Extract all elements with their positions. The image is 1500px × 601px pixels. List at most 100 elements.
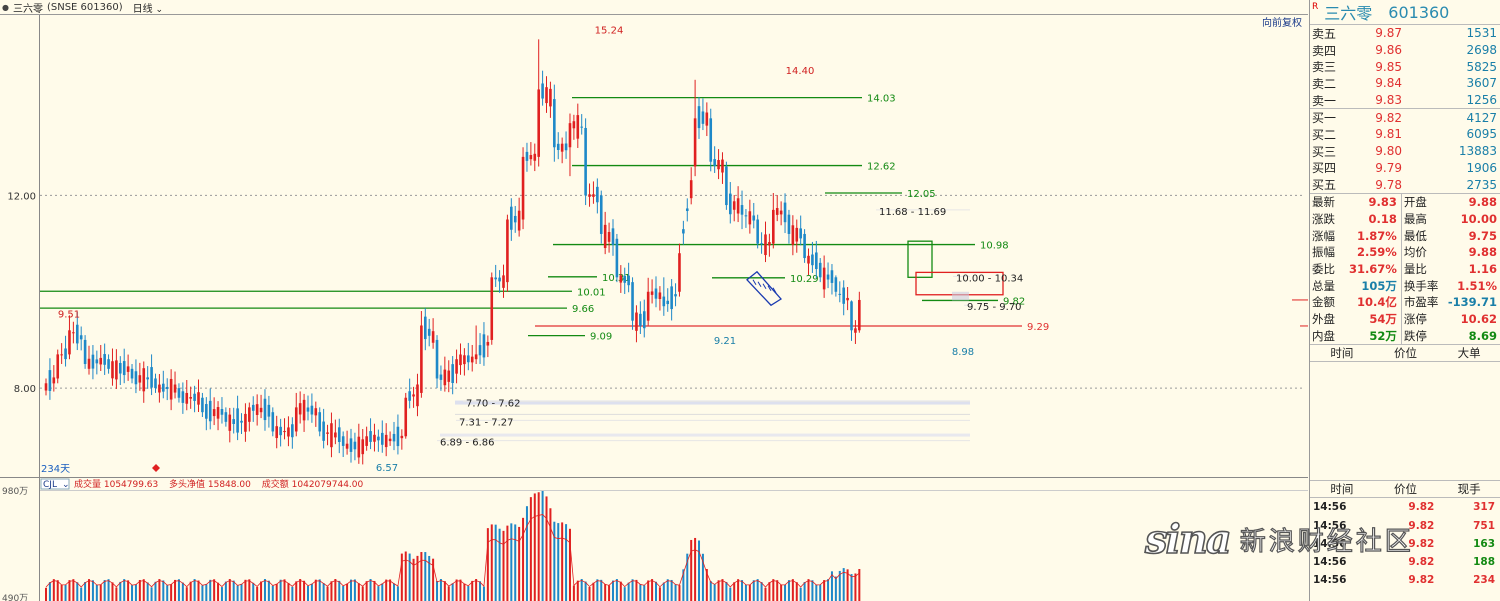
candle-body[interactable] xyxy=(553,99,556,148)
candle-body[interactable] xyxy=(521,156,525,220)
candle-body[interactable] xyxy=(658,292,662,300)
candle-body[interactable] xyxy=(318,412,322,432)
candle-body[interactable] xyxy=(64,348,67,360)
candle-body[interactable] xyxy=(678,253,681,292)
candle-body[interactable] xyxy=(842,287,845,304)
candle-body[interactable] xyxy=(408,391,411,401)
candle-body[interactable] xyxy=(533,153,537,161)
candle-body[interactable] xyxy=(75,324,79,344)
candle-body[interactable] xyxy=(510,206,513,230)
candle-body[interactable] xyxy=(44,383,48,391)
candle-body[interactable] xyxy=(412,394,415,397)
candle-body[interactable] xyxy=(353,441,357,450)
candle-body[interactable] xyxy=(435,339,439,379)
candle-body[interactable] xyxy=(486,341,490,346)
candle-body[interactable] xyxy=(740,205,744,215)
candle-body[interactable] xyxy=(467,355,470,363)
candle-body[interactable] xyxy=(815,252,818,270)
candle-body[interactable] xyxy=(599,195,603,234)
candle-body[interactable] xyxy=(330,423,333,448)
candle-body[interactable] xyxy=(642,311,646,329)
period-selector[interactable]: 日线 ⌄ xyxy=(132,3,164,15)
orderbook-row[interactable]: 买五 9.78 2735 xyxy=(1310,176,1500,193)
candle-body[interactable] xyxy=(811,254,814,266)
candle-body[interactable] xyxy=(138,375,142,383)
orderbook-row[interactable]: 卖五 9.87 1531 xyxy=(1310,25,1500,42)
candle-body[interactable] xyxy=(107,359,110,369)
candle-body[interactable] xyxy=(380,432,384,445)
candle-body[interactable] xyxy=(115,360,118,380)
candle-body[interactable] xyxy=(474,354,478,360)
candle-body[interactable] xyxy=(400,435,404,439)
candle-body[interactable] xyxy=(470,356,474,363)
tick-row[interactable]: 14:56 9.82 188 xyxy=(1313,556,1496,569)
candle-body[interactable] xyxy=(506,219,509,283)
candle-body[interactable] xyxy=(197,392,200,405)
candle-body[interactable] xyxy=(122,361,126,376)
candle-body[interactable] xyxy=(572,121,576,129)
candle-body[interactable] xyxy=(627,275,630,286)
candle-body[interactable] xyxy=(357,436,361,458)
candle-body[interactable] xyxy=(611,228,615,245)
candle-body[interactable] xyxy=(564,143,568,151)
candle-body[interactable] xyxy=(283,430,286,433)
candle-body[interactable] xyxy=(154,378,157,389)
candle-body[interactable] xyxy=(337,427,341,442)
candle-body[interactable] xyxy=(365,436,368,446)
candle-body[interactable] xyxy=(482,334,486,358)
candle-body[interactable] xyxy=(592,194,595,197)
chart-canvas[interactable]: 12.00 8.00 14.03 12.62 12.05 10.98 10.31 10.29 1… xyxy=(0,0,1310,601)
candle-body[interactable] xyxy=(52,377,56,384)
candle-body[interactable] xyxy=(670,286,673,310)
candle-body[interactable] xyxy=(662,296,666,307)
tick-row[interactable]: 14:56 9.82 751 xyxy=(1313,519,1496,532)
candle-body[interactable] xyxy=(193,393,196,401)
candle-body[interactable] xyxy=(228,414,232,431)
flag-channel[interactable] xyxy=(746,270,782,307)
candle-body[interactable] xyxy=(255,404,259,415)
candle-body[interactable] xyxy=(772,209,775,244)
candle-body[interactable] xyxy=(420,325,423,393)
candle-body[interactable] xyxy=(619,275,623,283)
bigorder-list[interactable] xyxy=(1310,362,1500,480)
candle-body[interactable] xyxy=(377,436,380,441)
candle-body[interactable] xyxy=(650,291,654,295)
candle-body[interactable] xyxy=(373,434,376,442)
candle-body[interactable] xyxy=(549,88,552,107)
candle-body[interactable] xyxy=(463,355,466,365)
candle-body[interactable] xyxy=(635,312,638,331)
candle-body[interactable] xyxy=(208,400,212,422)
candle-body[interactable] xyxy=(830,270,834,283)
candle-body[interactable] xyxy=(490,277,494,340)
candle-body[interactable] xyxy=(83,339,87,365)
candle-body[interactable] xyxy=(310,405,314,415)
candle-body[interactable] xyxy=(517,210,521,231)
candle-body[interactable] xyxy=(451,364,454,383)
tick-list[interactable]: 14:56 9.82 317 14:56 9.82 751 14:56 9.82 163 14:5… xyxy=(1310,498,1500,589)
candle-body[interactable] xyxy=(369,431,372,442)
indicator-selector[interactable] xyxy=(40,478,70,490)
candle-body[interactable] xyxy=(580,126,584,128)
candle-body[interactable] xyxy=(568,123,572,148)
candle-body[interactable] xyxy=(756,219,759,244)
tick-row[interactable]: 14:56 9.82 317 xyxy=(1313,501,1496,514)
candle-body[interactable] xyxy=(799,228,802,239)
candle-body[interactable] xyxy=(717,160,720,170)
candle-body[interactable] xyxy=(459,354,462,366)
candle-body[interactable] xyxy=(298,403,302,415)
candle-body[interactable] xyxy=(79,335,83,340)
candle-body[interactable] xyxy=(854,328,857,333)
candle-body[interactable] xyxy=(826,274,830,280)
candle-body[interactable] xyxy=(596,186,599,203)
kline-chart[interactable]: 12.00 8.00 14.03 12.62 12.05 10.98 10.31 10.29 1… xyxy=(0,0,1310,601)
candle-body[interactable] xyxy=(697,106,701,129)
candle-body[interactable] xyxy=(584,127,587,196)
candle-body[interactable] xyxy=(232,419,235,424)
candle-body[interactable] xyxy=(822,267,826,290)
orderbook-row[interactable]: 卖三 9.85 5825 xyxy=(1310,58,1500,75)
candle-body[interactable] xyxy=(502,275,505,288)
candle-body[interactable] xyxy=(251,404,255,411)
candle-body[interactable] xyxy=(556,143,560,150)
candle-body[interactable] xyxy=(850,301,853,331)
candle-body[interactable] xyxy=(240,420,243,423)
